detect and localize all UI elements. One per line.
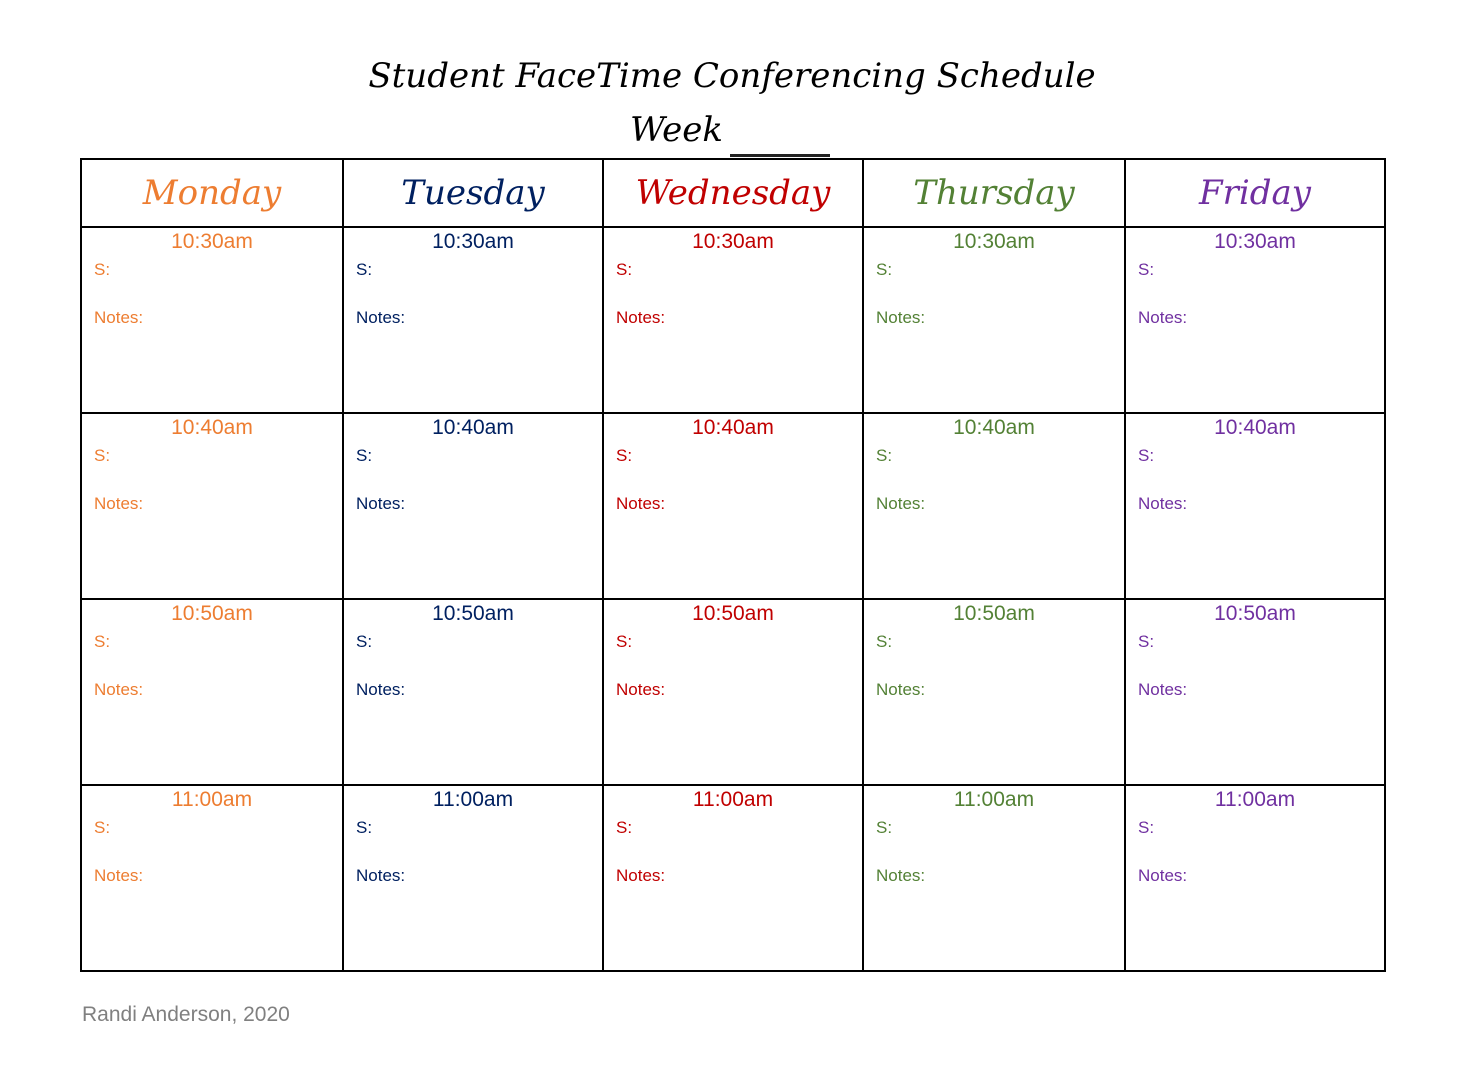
day-header-thursday: Thursday bbox=[862, 158, 1126, 228]
student-label: S: bbox=[94, 632, 111, 651]
notes-label: Notes: bbox=[94, 308, 144, 327]
slot-time: 10:50am bbox=[1214, 602, 1296, 625]
week-label: Week bbox=[630, 110, 724, 150]
schedule-cell[interactable]: 10:50am S: Notes: bbox=[80, 598, 344, 786]
week-blank-line bbox=[730, 154, 830, 157]
schedule-cell[interactable]: 10:40am S: Notes: bbox=[602, 412, 864, 600]
slot-time: 10:30am bbox=[432, 230, 514, 253]
schedule-cell[interactable]: 10:40am S: Notes: bbox=[1124, 412, 1386, 600]
slot-time: 10:40am bbox=[692, 416, 774, 439]
slot-time: 11:00am bbox=[692, 788, 774, 811]
notes-label: Notes: bbox=[1138, 680, 1188, 699]
student-label: S: bbox=[876, 818, 893, 837]
slot-time: 10:30am bbox=[1214, 230, 1296, 253]
slot-time: 11:00am bbox=[953, 788, 1035, 811]
student-label: S: bbox=[616, 818, 633, 837]
student-label: S: bbox=[356, 260, 373, 279]
time-slot-row: 11:00am S: Notes: 11:00am S: Notes: 11:00am S: N… bbox=[80, 784, 1386, 972]
notes-label: Notes: bbox=[616, 866, 666, 885]
student-label: S: bbox=[616, 260, 633, 279]
notes-label: Notes: bbox=[356, 866, 406, 885]
notes-label: Notes: bbox=[94, 866, 144, 885]
notes-label: Notes: bbox=[1138, 494, 1188, 513]
schedule-cell[interactable]: 10:30am S: Notes: bbox=[342, 226, 604, 414]
student-label: S: bbox=[876, 446, 893, 465]
notes-label: Notes: bbox=[876, 680, 926, 699]
schedule-cell[interactable]: 10:40am S: Notes: bbox=[80, 412, 344, 600]
student-label: S: bbox=[1138, 818, 1155, 837]
day-header-wednesday: Wednesday bbox=[602, 158, 864, 228]
slot-time: 10:40am bbox=[171, 416, 253, 439]
student-label: S: bbox=[356, 446, 373, 465]
schedule-cell[interactable]: 10:30am S: Notes: bbox=[1124, 226, 1386, 414]
slot-time: 10:50am bbox=[953, 602, 1035, 625]
slot-time: 11:00am bbox=[171, 788, 253, 811]
student-label: S: bbox=[356, 632, 373, 651]
notes-label: Notes: bbox=[94, 680, 144, 699]
notes-label: Notes: bbox=[616, 680, 666, 699]
notes-label: Notes: bbox=[1138, 866, 1188, 885]
slot-time: 10:30am bbox=[953, 230, 1035, 253]
schedule-cell[interactable]: 11:00am S: Notes: bbox=[862, 784, 1126, 972]
schedule-cell[interactable]: 11:00am S: Notes: bbox=[80, 784, 344, 972]
notes-label: Notes: bbox=[876, 494, 926, 513]
notes-label: Notes: bbox=[94, 494, 144, 513]
time-slot-row: 10:50am S: Notes: 10:50am S: Notes: 10:50am S: N… bbox=[80, 598, 1386, 786]
schedule-cell[interactable]: 10:50am S: Notes: bbox=[1124, 598, 1386, 786]
slot-time: 10:50am bbox=[692, 602, 774, 625]
student-label: S: bbox=[876, 632, 893, 651]
student-label: S: bbox=[356, 818, 373, 837]
day-header-row: Monday Tuesday Wednesday Thursday Friday bbox=[80, 158, 1386, 228]
schedule-cell[interactable]: 11:00am S: Notes: bbox=[1124, 784, 1386, 972]
schedule-cell[interactable]: 10:40am S: Notes: bbox=[862, 412, 1126, 600]
slot-time: 11:00am bbox=[432, 788, 514, 811]
slot-time: 11:00am bbox=[1214, 788, 1296, 811]
student-label: S: bbox=[616, 446, 633, 465]
slot-time: 10:50am bbox=[432, 602, 514, 625]
notes-label: Notes: bbox=[1138, 308, 1188, 327]
student-label: S: bbox=[876, 260, 893, 279]
footer-credit: Randi Anderson, 2020 bbox=[82, 1003, 290, 1026]
slot-time: 10:50am bbox=[171, 602, 253, 625]
notes-label: Notes: bbox=[616, 308, 666, 327]
schedule-cell[interactable]: 11:00am S: Notes: bbox=[602, 784, 864, 972]
schedule-cell[interactable]: 11:00am S: Notes: bbox=[342, 784, 604, 972]
schedule-cell[interactable]: 10:30am S: Notes: bbox=[80, 226, 344, 414]
student-label: S: bbox=[94, 446, 111, 465]
time-slot-row: 10:30am S: Notes: 10:30am S: Notes: 10:30am S: N… bbox=[80, 226, 1386, 414]
page-title: Student FaceTime Conferencing Schedule bbox=[368, 56, 1096, 96]
schedule-cell[interactable]: 10:50am S: Notes: bbox=[602, 598, 864, 786]
slot-time: 10:30am bbox=[171, 230, 253, 253]
student-label: S: bbox=[616, 632, 633, 651]
notes-label: Notes: bbox=[356, 680, 406, 699]
schedule-cell[interactable]: 10:30am S: Notes: bbox=[862, 226, 1126, 414]
student-label: S: bbox=[94, 260, 111, 279]
student-label: S: bbox=[1138, 260, 1155, 279]
slot-time: 10:30am bbox=[692, 230, 774, 253]
schedule-cell[interactable]: 10:50am S: Notes: bbox=[342, 598, 604, 786]
day-header-tuesday: Tuesday bbox=[342, 158, 604, 228]
notes-label: Notes: bbox=[876, 866, 926, 885]
notes-label: Notes: bbox=[616, 494, 666, 513]
notes-label: Notes: bbox=[356, 494, 406, 513]
schedule-cell[interactable]: 10:30am S: Notes: bbox=[602, 226, 864, 414]
schedule-cell[interactable]: 10:50am S: Notes: bbox=[862, 598, 1126, 786]
schedule-table: Monday Tuesday Wednesday Thursday Friday 10:… bbox=[80, 158, 1386, 972]
time-slot-row: 10:40am S: Notes: 10:40am S: Notes: 10:40am S: N… bbox=[80, 412, 1386, 600]
student-label: S: bbox=[94, 818, 111, 837]
student-label: S: bbox=[1138, 446, 1155, 465]
notes-label: Notes: bbox=[356, 308, 406, 327]
slot-time: 10:40am bbox=[432, 416, 514, 439]
day-header-friday: Friday bbox=[1124, 158, 1386, 228]
notes-label: Notes: bbox=[876, 308, 926, 327]
slot-time: 10:40am bbox=[953, 416, 1035, 439]
day-header-monday: Monday bbox=[80, 158, 344, 228]
schedule-cell[interactable]: 10:40am S: Notes: bbox=[342, 412, 604, 600]
student-label: S: bbox=[1138, 632, 1155, 651]
slot-time: 10:40am bbox=[1214, 416, 1296, 439]
